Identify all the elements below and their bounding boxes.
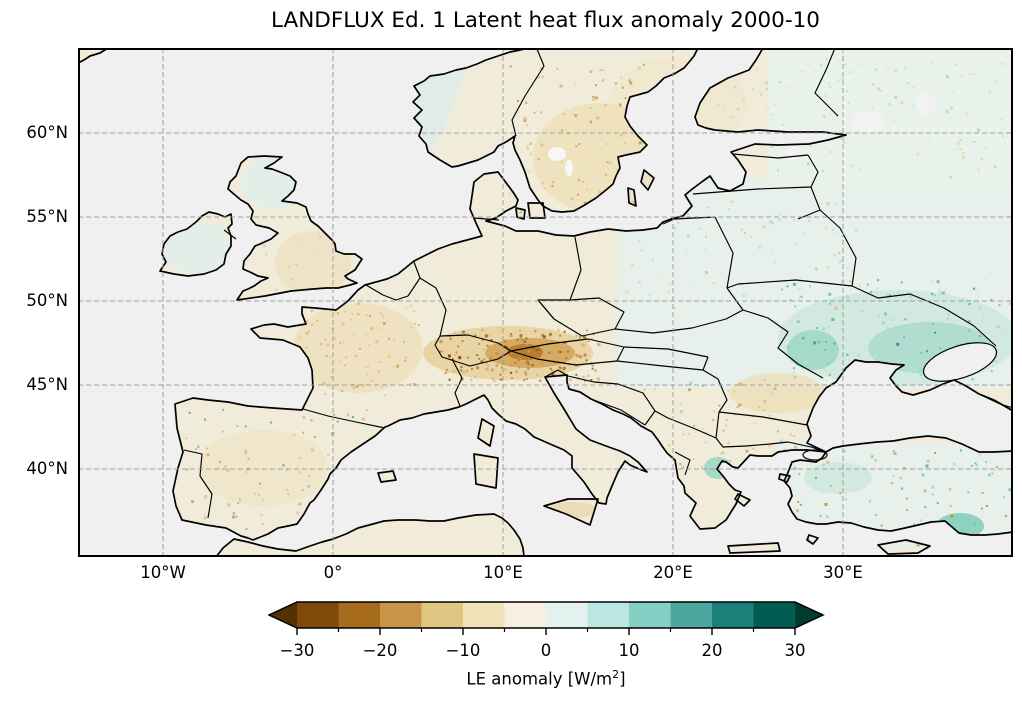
colorbar-label-suffix: ]: [619, 669, 626, 689]
cb-tick-30: 30: [784, 641, 806, 660]
cb-tick-20: 20: [701, 641, 723, 660]
lon-tick-10e: 10°E: [483, 563, 523, 582]
colorbar-label: LE anomaly [W/m2]: [396, 668, 696, 689]
europe-anomaly-map: [78, 48, 1013, 557]
lon-tick-20e: 20°E: [653, 563, 693, 582]
lat-tick-45n: 45°N: [26, 375, 68, 394]
lat-tick-50n: 50°N: [26, 291, 68, 310]
map-axes: [78, 48, 1013, 557]
cb-tick-n30: −30: [279, 641, 315, 660]
lat-tick-55n: 55°N: [26, 207, 68, 226]
lon-tick-0: 0°: [323, 563, 343, 582]
cb-tick-0: 0: [540, 641, 552, 660]
lon-tick-30e: 30°E: [823, 563, 863, 582]
lon-tick-10w: 10°W: [140, 563, 186, 582]
cb-tick-n10: −10: [445, 641, 481, 660]
lat-tick-40n: 40°N: [26, 459, 68, 478]
cb-tick-10: 10: [618, 641, 640, 660]
lat-tick-60n: 60°N: [26, 123, 68, 142]
colorbar-canvas: [268, 601, 825, 635]
colorbar-label-prefix: LE anomaly [W/m: [466, 669, 613, 689]
colorbar-label-sup: 2: [612, 668, 620, 681]
figure-title: LANDFLUX Ed. 1 Latent heat flux anomaly …: [271, 8, 820, 33]
cb-tick-n20: −20: [362, 641, 398, 660]
colorbar: [268, 601, 826, 637]
